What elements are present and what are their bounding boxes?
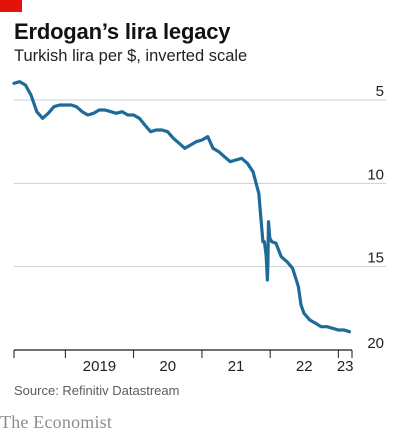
x-tick-label: 20 (159, 358, 176, 375)
y-tick-label: 5 (376, 83, 384, 100)
x-tick-label: 2019 (83, 358, 116, 375)
x-tick-label: 23 (337, 358, 354, 375)
chart-subtitle: Turkish lira per $, inverted scale (14, 47, 248, 65)
source-note: Source: Refinitiv Datastream (14, 383, 180, 398)
x-tick-label: 21 (228, 358, 245, 375)
red-tag-accent (0, 0, 22, 12)
y-tick-label: 15 (367, 250, 384, 267)
series-line-lira (12, 80, 351, 334)
chart-area: 5 10 15 20 2019 20 21 22 23 (12, 80, 386, 375)
x-tick-label: 22 (296, 358, 313, 375)
y-tick-label: 20 (367, 335, 384, 352)
y-tick-label: 10 (367, 166, 384, 183)
publisher-logo: The Economist (0, 412, 113, 432)
chart-title: Erdogan’s lira legacy (14, 19, 231, 44)
